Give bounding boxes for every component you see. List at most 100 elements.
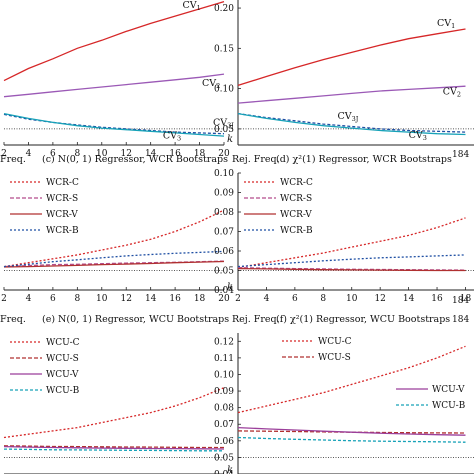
- x-tick-label: 12: [120, 149, 131, 159]
- series-line-cv3: [3, 112, 225, 137]
- series-line-wcr-v: [3, 260, 225, 268]
- series-line-cv2: [237, 85, 466, 104]
- x-tick-label: 2: [1, 149, 7, 159]
- x-tick-label: 8: [74, 149, 80, 159]
- x-tick-label: 18: [194, 149, 206, 159]
- panel-b: 0.05 0.10 0.15 0.20 184 CV1 CV2 CV3J CV3: [214, 0, 474, 160]
- x-tick-label: 14: [145, 294, 157, 304]
- panel-title: (f) χ²(1) Regressor, WCU Bootstraps: [276, 314, 450, 325]
- x-tick-label: 6: [50, 294, 56, 304]
- series-annotation: CV1: [182, 0, 200, 12]
- x-tick-label: 12: [374, 294, 385, 304]
- series-line-cv3j: [3, 113, 225, 135]
- panel-e: k (e) N(0, 1) Regressor, WCU Bootstraps Fr…: [0, 314, 233, 474]
- series-line-wcr-c: [3, 209, 225, 268]
- series-line-wcu-v: [237, 426, 466, 436]
- y-tick-label: 0.12: [214, 337, 234, 347]
- x-tick-label: 18: [460, 294, 472, 304]
- legend-label: WCU-B: [46, 386, 80, 396]
- series-annotation: CV3: [409, 130, 427, 142]
- legend-label: WCU-V: [46, 370, 79, 380]
- x-tick-label: 2: [235, 294, 241, 304]
- y-tick-label: 0.07: [214, 420, 234, 430]
- legend-label: WCU-V: [432, 385, 465, 395]
- x-tick-label: 4: [264, 294, 270, 304]
- y-tick-label: 0.04: [214, 286, 234, 296]
- series-annotation: CV3: [163, 131, 181, 143]
- panel-c: 2 4 6 8 10 12 14 16 18 20k (c) N(0, 1) Regressor, …: [0, 154, 233, 304]
- legend-label: WCU-C: [46, 338, 80, 348]
- x-axis-label: k: [227, 134, 233, 145]
- legend-label: WCR-C: [280, 178, 313, 188]
- x-axis-label: k: [227, 465, 233, 474]
- x-tick-label: 6: [50, 149, 56, 159]
- series-line-wcu-c: [3, 387, 225, 439]
- x-tick-label: 8: [320, 294, 326, 304]
- y-tick-label: 0.09: [214, 189, 234, 199]
- x-tick-label: 14: [145, 149, 157, 159]
- x-axis-label: k: [227, 282, 233, 293]
- x-tick-label: 4: [26, 294, 32, 304]
- panel-f: 0.04 0.05 0.06 0.07 0.08 0.09 0.10 0.11 0.12 184(…: [214, 314, 474, 474]
- legend-label: WCR-V: [280, 210, 312, 220]
- panel-title: (d) χ²(1) Regressor, WCR Bootstraps: [276, 154, 452, 165]
- series-line-cv3: [237, 112, 466, 136]
- y-tick-label: 0.09: [214, 387, 234, 397]
- x-tick-label: 20: [218, 149, 230, 159]
- x-tick-label: 14: [403, 294, 415, 304]
- x-tick-label: 12: [120, 294, 131, 304]
- x-tick-label: 16: [169, 294, 181, 304]
- series-annotation: CV3J: [213, 118, 234, 130]
- x-tick-label: 16: [169, 149, 181, 159]
- y-tick-label: 0.10: [214, 85, 234, 95]
- series-line-cv1: [237, 28, 466, 87]
- legend-label: WCR-V: [46, 210, 78, 220]
- panel-a: 2 4 6 8 10 12 14 16 18 20 k CV1 CV2 CV3J CV3: [1, 0, 234, 159]
- y-tick-label: 0.04: [214, 470, 234, 474]
- y-axis-label: Rej. Freq.: [232, 154, 280, 165]
- series-line-cv1: [3, 0, 225, 82]
- panel-d: 0.04 0.05 0.06 0.07 0.08 0.09 0.10 2 4 6 8 10 12 14 16…: [214, 154, 474, 306]
- y-tick-label: 0.15: [214, 44, 234, 54]
- x-tick-label: 20: [218, 294, 230, 304]
- x-tick-label: 2: [1, 294, 7, 304]
- series-annotation: CV2: [202, 78, 220, 90]
- panel-title: (c) N(0, 1) Regressor, WCR Bootstraps: [42, 154, 228, 165]
- series-annotation: CV1: [437, 18, 455, 30]
- y-axis-label: Freq.: [0, 314, 26, 325]
- y-tick-label: 0.05: [214, 267, 234, 277]
- y-tick-label: 0.07: [214, 228, 234, 238]
- series-line-wcu-s: [3, 445, 224, 449]
- legend-label: WCR-B: [280, 226, 313, 236]
- series-line-wcr-c: [237, 217, 466, 269]
- legend-label: WCR-S: [280, 194, 312, 204]
- y-axis-label: Freq.: [0, 154, 26, 165]
- x-tick-label: 4: [26, 149, 32, 159]
- y-tick-label: 0.10: [214, 169, 234, 179]
- y-tick-label: 0.05: [214, 453, 234, 463]
- legend-label: WCU-B: [432, 401, 466, 411]
- series-line-cv2: [3, 73, 225, 98]
- x-tick-label: 10: [96, 149, 108, 159]
- x-tick-label: 8: [74, 294, 80, 304]
- legend-label: WCR-S: [46, 194, 78, 204]
- series-line-wcu-c: [237, 345, 466, 414]
- y-tick-label: 0.08: [214, 208, 234, 218]
- x-tick-label: 6: [292, 294, 298, 304]
- legend-label: WCU-S: [46, 354, 79, 364]
- panel-title: (e) N(0, 1) Regressor, WCU Bootstraps: [42, 314, 229, 325]
- series-line-wcu-b: [3, 448, 224, 452]
- y-tick-label: 0.11: [214, 354, 234, 364]
- y-tick-label: 0.20: [214, 4, 234, 14]
- legend-label: WCU-C: [318, 337, 352, 347]
- x-tick-label: 10: [346, 294, 358, 304]
- y-tick-label: 0.06: [214, 437, 234, 447]
- legend-label: WCR-B: [46, 226, 79, 236]
- legend-label: WCR-C: [46, 178, 79, 188]
- series-line-wcr-b: [237, 254, 466, 268]
- y-tick-label: 0.08: [214, 404, 234, 414]
- series-line-wcu-b: [237, 436, 466, 443]
- y-axis-label: Rej. Freq.: [232, 314, 280, 325]
- legend-label: WCU-S: [318, 353, 351, 363]
